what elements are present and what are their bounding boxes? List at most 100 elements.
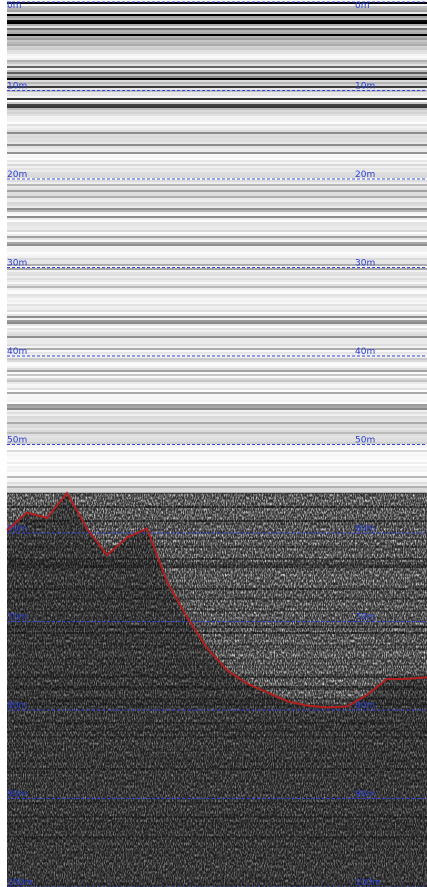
stripe: [0, 302, 427, 304]
stripe: [0, 340, 427, 342]
stripe: [0, 330, 427, 332]
stripe: [0, 22, 427, 24]
stripe: [0, 52, 427, 54]
stripe: [0, 450, 427, 452]
stripe: [0, 130, 427, 132]
stripe: [0, 390, 427, 392]
depth-label-right: 70m: [355, 613, 375, 623]
stripe: [0, 466, 427, 468]
depth-label-left: 80m: [7, 701, 27, 711]
stripe: [0, 398, 427, 400]
depth-label-left: 50m: [7, 436, 27, 446]
stripe: [0, 158, 427, 160]
stripe: [0, 110, 427, 112]
depth-label-left: 30m: [7, 259, 27, 269]
depth-label-left: 40m: [7, 347, 27, 357]
depth-label-left: 60m: [7, 524, 27, 534]
stripe: [0, 184, 427, 186]
stripe: [0, 146, 427, 148]
stripe: [0, 308, 427, 310]
stripe: [0, 206, 427, 208]
stripe: [0, 226, 427, 228]
stripe: [0, 138, 427, 140]
stripe: [0, 288, 427, 290]
stripe: [0, 296, 427, 298]
stripe: [0, 362, 427, 364]
stripe: [0, 414, 427, 416]
stripe: [0, 60, 427, 62]
stripe: [0, 228, 427, 230]
stripe: [0, 180, 427, 182]
stripe: [0, 140, 427, 142]
stripe: [0, 332, 427, 334]
depth-label-right: 20m: [355, 170, 375, 180]
stripe: [0, 152, 427, 154]
stripe: [0, 464, 427, 466]
stripe: [0, 284, 427, 286]
stripe: [0, 370, 427, 372]
stripe: [0, 334, 427, 336]
stripe: [0, 448, 427, 450]
stripe: [0, 392, 427, 394]
stripe: [0, 300, 427, 302]
stripe: [0, 486, 427, 488]
stripe: [0, 246, 427, 248]
stripe: [0, 240, 427, 242]
stripe: [0, 114, 427, 116]
stripe: [0, 480, 427, 482]
stripe: [0, 408, 427, 410]
stripe: [0, 218, 427, 220]
stripe: [0, 446, 427, 448]
depth-label-left: 70m: [7, 613, 27, 623]
stripe: [0, 214, 427, 216]
stripe: [0, 294, 427, 296]
stripe: [0, 430, 427, 432]
stripe: [0, 92, 427, 94]
stripe: [0, 424, 427, 426]
stripe: [0, 276, 427, 278]
stripe: [0, 234, 427, 236]
stripe: [0, 382, 427, 384]
stripe: [0, 74, 427, 76]
stripe: [0, 338, 427, 340]
stripe: [0, 270, 427, 272]
stripe: [0, 482, 427, 484]
stripe: [0, 224, 427, 226]
stripe: [0, 432, 427, 434]
stripe: [0, 16, 427, 18]
stripe: [0, 274, 427, 276]
stripe: [0, 198, 427, 200]
depth-label-right: 80m: [355, 701, 375, 711]
stripe: [0, 282, 427, 284]
depth-label-left: 100m: [7, 878, 33, 887]
stripe: [0, 50, 427, 52]
stripe: [0, 412, 427, 414]
stripe: [0, 460, 427, 462]
stripe: [0, 396, 427, 398]
stripe: [0, 388, 427, 390]
stripe: [0, 44, 427, 46]
stripe: [0, 364, 427, 366]
stripe: [0, 162, 427, 164]
stripe: [0, 304, 427, 306]
stripe: [0, 488, 427, 490]
stripe: [0, 248, 427, 250]
stripe: [0, 148, 427, 150]
stripe: [0, 468, 427, 470]
stripe: [0, 220, 427, 222]
stripe: [0, 192, 427, 194]
stripe: [0, 452, 427, 454]
stripe: [0, 166, 427, 168]
stripe: [0, 200, 427, 202]
stripe: [0, 420, 427, 422]
stripe: [0, 208, 427, 210]
stripe: [0, 14, 427, 16]
stripe: [0, 54, 427, 56]
stripe: [0, 104, 427, 106]
stripe: [0, 12, 427, 14]
stripe: [0, 456, 427, 458]
stripe: [0, 36, 427, 38]
stripe: [0, 118, 427, 120]
stripe: [0, 112, 427, 114]
stripe: [0, 386, 427, 388]
